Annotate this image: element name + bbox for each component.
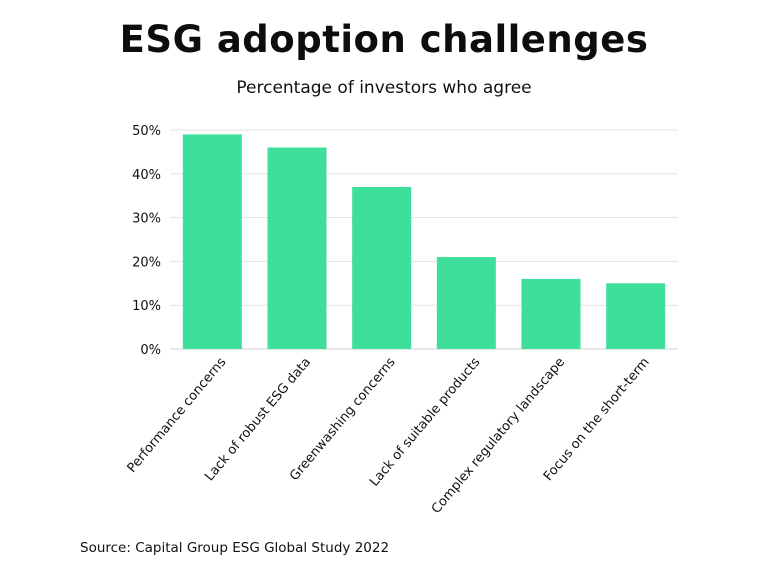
bar (352, 186, 412, 349)
x-tick-label: Performance concerns (125, 355, 230, 476)
bar (267, 147, 327, 349)
bar (436, 257, 496, 349)
bar (606, 283, 666, 349)
source-note: Source: Capital Group ESG Global Study 2… (80, 540, 390, 556)
y-tick-label: 30% (132, 212, 161, 227)
y-tick-label: 20% (132, 255, 161, 270)
y-tick-label: 0% (140, 343, 161, 358)
chart-subtitle: Percentage of investors who agree (236, 78, 532, 98)
y-tick-label: 50% (132, 124, 161, 139)
chart-title: ESG adoption challenges (119, 18, 649, 61)
y-tick-label: 10% (132, 299, 161, 314)
bar (521, 278, 581, 349)
x-tick-label: Complex regulatory landscape (429, 355, 568, 517)
bar (182, 134, 242, 349)
y-tick-label: 40% (132, 168, 161, 183)
